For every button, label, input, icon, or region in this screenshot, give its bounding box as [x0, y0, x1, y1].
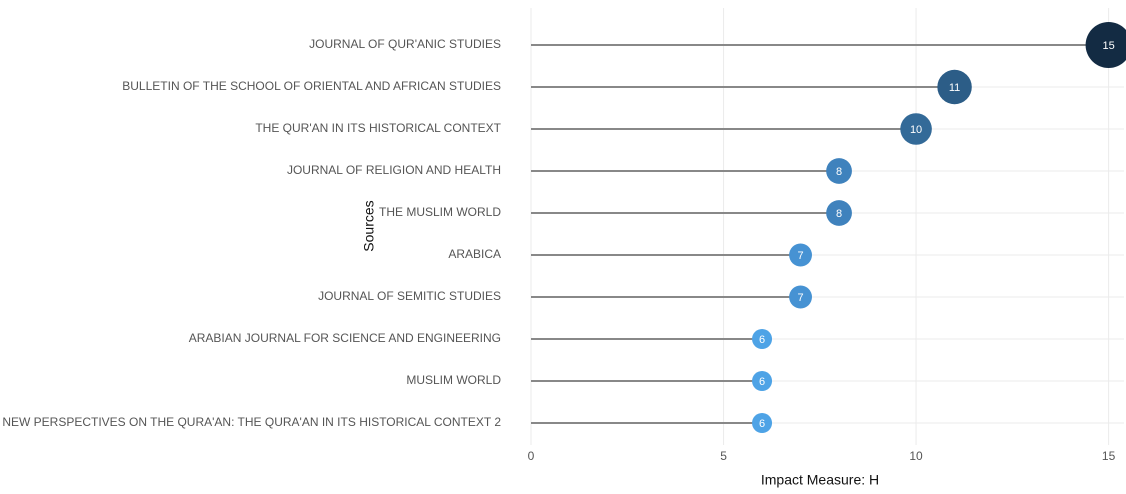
y-tick-label: JOURNAL OF SEMITIC STUDIES: [318, 289, 501, 303]
y-tick-label: MUSLIM WORLD: [406, 373, 501, 387]
x-tick-label: 10: [909, 449, 923, 463]
x-tick-label: 0: [528, 449, 535, 463]
y-tick-label: THE QUR'AN IN ITS HISTORICAL CONTEXT: [255, 121, 501, 135]
value-label: 6: [759, 334, 765, 346]
x-tick-label: 5: [720, 449, 727, 463]
dot: [826, 158, 852, 184]
dot: [826, 200, 852, 226]
dot: [752, 329, 773, 349]
value-label: 10: [910, 124, 922, 136]
value-label: 8: [836, 166, 842, 178]
y-tick-label: ARABIAN JOURNAL FOR SCIENCE AND ENGINEER…: [189, 331, 501, 345]
value-label: 15: [1102, 40, 1114, 52]
y-tick-label: ARABICA: [448, 247, 501, 261]
y-tick-label: JOURNAL OF QUR'ANIC STUDIES: [309, 37, 501, 51]
value-label: 8: [836, 208, 842, 220]
dot: [937, 69, 972, 105]
dot: [752, 371, 773, 391]
dot: [789, 285, 812, 309]
value-label: 6: [759, 376, 765, 388]
value-label: 6: [759, 418, 765, 430]
value-label: 11: [949, 82, 960, 94]
value-label: 7: [797, 250, 803, 262]
y-tick-label: BULLETIN OF THE SCHOOL OF ORIENTAL AND A…: [122, 79, 501, 93]
value-label: 7: [797, 292, 803, 304]
y-tick-label: THE MUSLIM WORLD: [379, 205, 501, 219]
y-axis-title: Sources: [361, 200, 377, 251]
dot: [900, 113, 932, 145]
dot: [1085, 22, 1126, 68]
dot: [752, 413, 773, 433]
y-tick-label: JOURNAL OF RELIGION AND HEALTH: [287, 163, 501, 177]
x-axis-title: Impact Measure: H: [761, 472, 879, 488]
dot: [789, 243, 812, 267]
y-tick-label: NEW PERSPECTIVES ON THE QURA'AN: THE QUR…: [2, 415, 501, 429]
x-tick-label: 15: [1102, 449, 1116, 463]
